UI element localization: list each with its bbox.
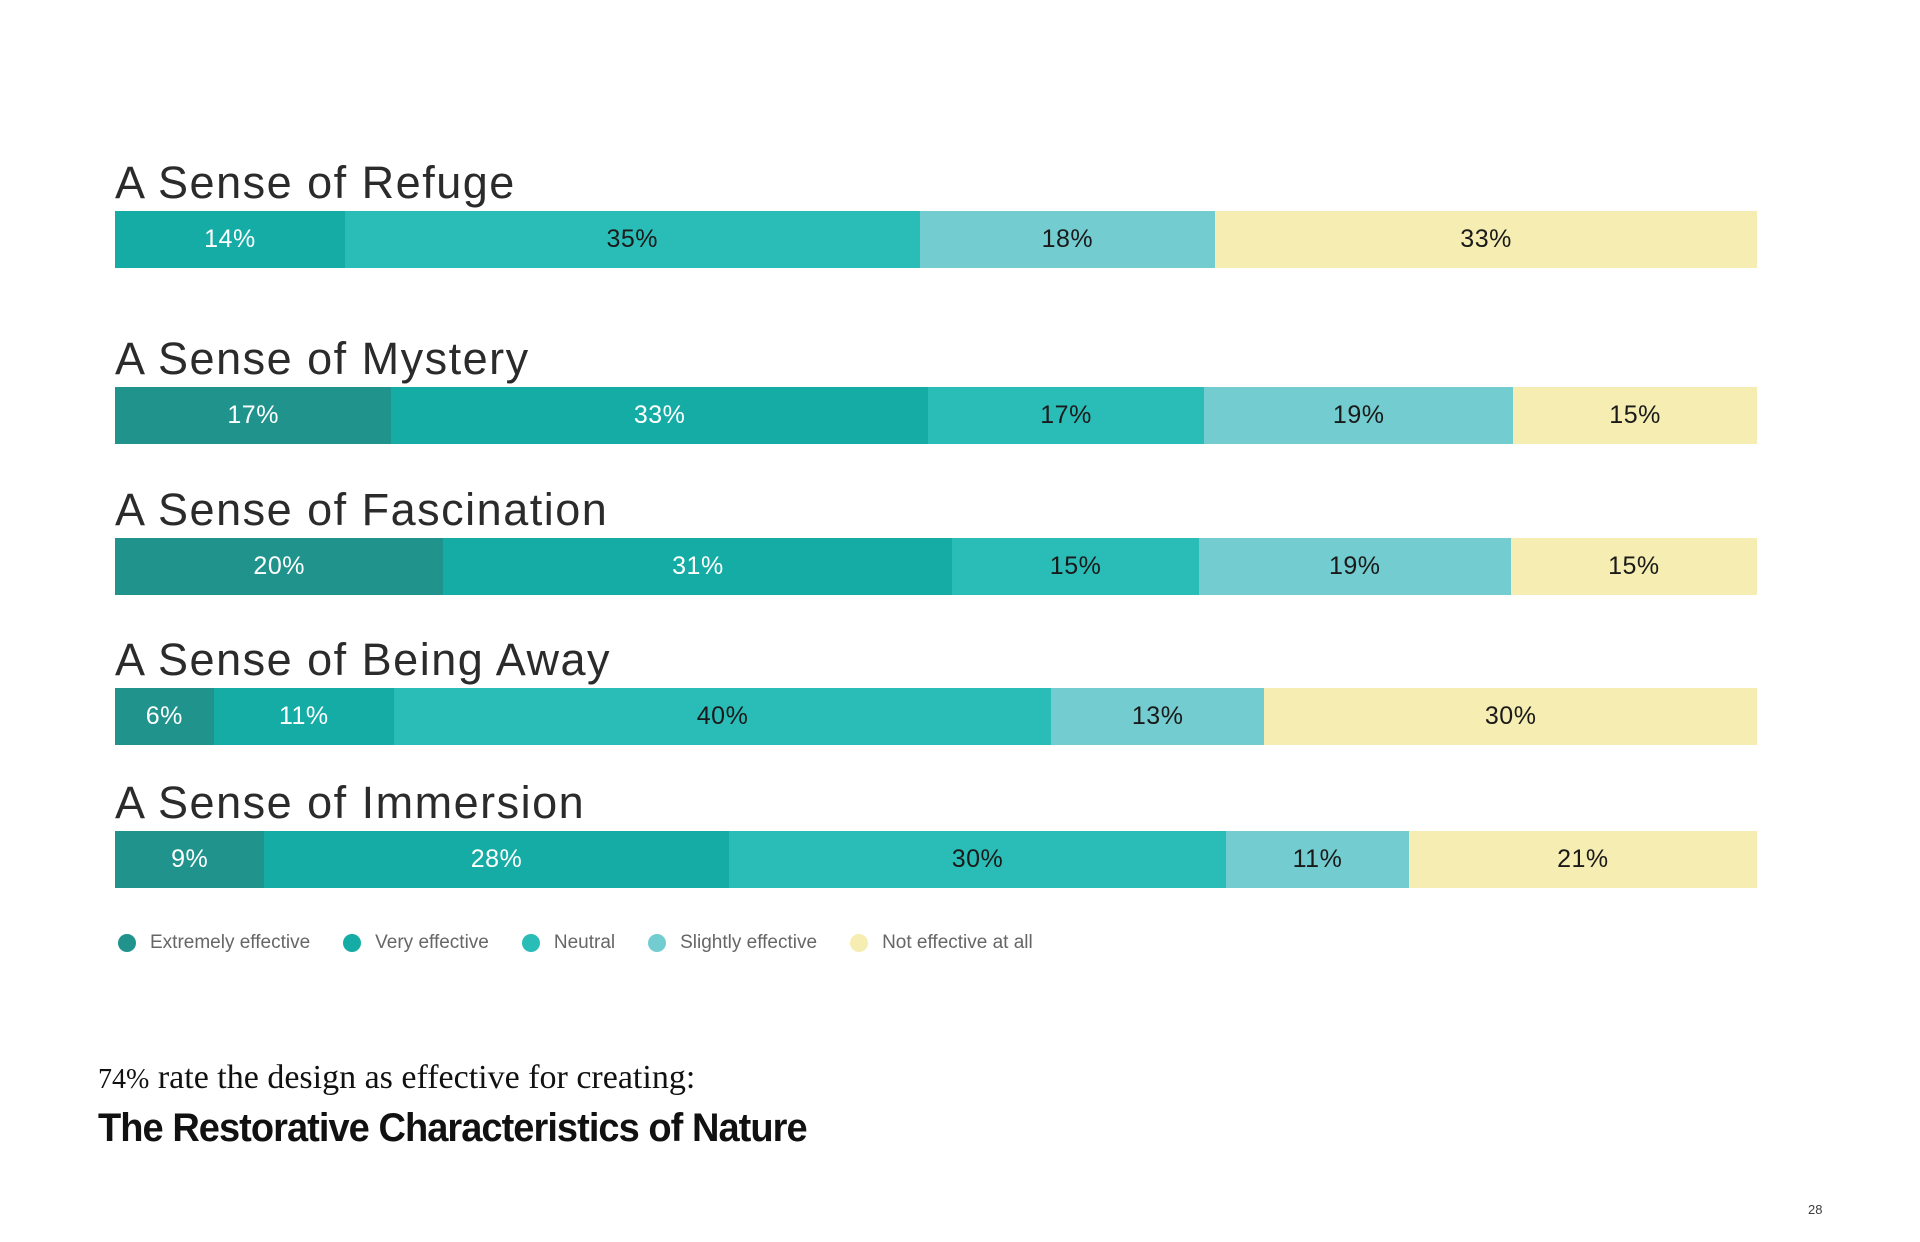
legend-dot-icon xyxy=(850,934,869,952)
segment-value-label: 30% xyxy=(1484,702,1537,730)
bar-segment-extremely-effective: 9% xyxy=(115,831,265,888)
legend-item-neutral: Neutral xyxy=(521,932,616,954)
bar-segment-not-effective-at-all: 30% xyxy=(1264,688,1757,745)
bar-segment-neutral: 17% xyxy=(927,387,1205,444)
bar-segment-very-effective: 14% xyxy=(115,211,345,268)
segment-value-label: 33% xyxy=(633,401,686,429)
chart-row: A Sense of Mystery 17% 33% 17% 19% 15% xyxy=(115,334,1757,444)
legend-item-very-effective: Very effective xyxy=(343,932,489,954)
bar-segment-neutral: 15% xyxy=(952,538,1199,595)
segment-value-label: 31% xyxy=(672,552,724,580)
bar-segment-slightly-effective: 19% xyxy=(1204,387,1514,444)
stat-value: 74% xyxy=(98,1064,150,1095)
legend-label: Very effective xyxy=(375,932,489,953)
legend-item-not-effective-at-all: Not effective at all xyxy=(850,932,1033,954)
row-title: A Sense of Mystery xyxy=(115,333,530,384)
segment-value-label: 20% xyxy=(253,552,305,580)
legend-item-slightly-effective: Slightly effective xyxy=(648,932,817,954)
bar-segment-neutral: 30% xyxy=(728,831,1227,888)
bar-segment-slightly-effective: 18% xyxy=(919,211,1216,268)
segment-value-label: 21% xyxy=(1557,845,1609,873)
segment-value-label: 17% xyxy=(1040,401,1092,429)
segment-value-label: 18% xyxy=(1041,225,1094,253)
row-title: A Sense of Immersion xyxy=(115,777,586,828)
segment-value-label: 15% xyxy=(1049,552,1102,580)
segment-value-label: 15% xyxy=(1608,552,1660,580)
legend-item-extremely-effective: Extremely effective xyxy=(118,932,310,954)
legend-label: Extremely effective xyxy=(150,932,311,953)
bar-segment-neutral: 35% xyxy=(344,211,920,268)
bar-segment-very-effective: 31% xyxy=(443,538,953,595)
footer-stat-line: 74% rate the design as effective for cre… xyxy=(98,1058,695,1100)
stacked-bar: 17% 33% 17% 19% 15% xyxy=(115,387,1757,444)
bar-segment-not-effective-at-all: 15% xyxy=(1513,387,1757,444)
headline: The Restorative Characteristics of Natur… xyxy=(98,1106,808,1150)
chart-row: A Sense of Immersion 9% 28% 30% 11% 21% xyxy=(115,778,1757,888)
bar-segment-extremely-effective: 6% xyxy=(115,688,214,745)
segment-value-label: 13% xyxy=(1131,702,1184,730)
segment-value-label: 40% xyxy=(696,702,749,730)
segment-value-label: 11% xyxy=(1292,845,1343,873)
segment-value-label: 17% xyxy=(227,401,279,429)
chart-row: A Sense of Fascination 20% 31% 15% 19% 15% xyxy=(115,485,1757,595)
segment-value-label: 28% xyxy=(470,845,523,873)
bar-segment-very-effective: 28% xyxy=(264,831,729,888)
bar-segment-slightly-effective: 19% xyxy=(1198,538,1511,595)
legend-dot-icon xyxy=(343,934,362,952)
bar-segment-slightly-effective: 13% xyxy=(1050,688,1265,745)
row-title: A Sense of Fascination xyxy=(115,484,609,535)
segment-value-label: 33% xyxy=(1460,225,1512,253)
chart-row: A Sense of Refuge 14% 35% 18% 33% xyxy=(115,158,1757,268)
legend-dot-icon xyxy=(648,934,667,952)
bar-segment-not-effective-at-all: 33% xyxy=(1215,211,1757,268)
segment-value-label: 19% xyxy=(1328,552,1381,580)
legend-label: Not effective at all xyxy=(882,932,1033,953)
row-title: A Sense of Being Away xyxy=(115,634,612,685)
bar-segment-slightly-effective: 11% xyxy=(1226,831,1409,888)
stacked-bar: 14% 35% 18% 33% xyxy=(115,211,1757,268)
bar-segment-extremely-effective: 20% xyxy=(115,538,444,595)
bar-segment-neutral: 40% xyxy=(394,688,1051,745)
bar-segment-not-effective-at-all: 21% xyxy=(1408,831,1757,888)
segment-value-label: 35% xyxy=(606,225,658,253)
segment-value-label: 15% xyxy=(1609,401,1661,429)
segment-value-label: 9% xyxy=(171,845,209,873)
legend-label: Neutral xyxy=(553,932,616,953)
legend: Extremely effective Very effective Neutral… xyxy=(118,932,1033,954)
segment-value-label: 19% xyxy=(1332,401,1385,429)
segment-value-label: 11% xyxy=(278,702,329,730)
legend-dot-icon xyxy=(521,934,540,952)
stacked-bar: 9% 28% 30% 11% 21% xyxy=(115,831,1757,888)
stacked-bar: 6% 11% 40% 13% 30% xyxy=(115,688,1757,745)
bar-segment-extremely-effective: 17% xyxy=(115,387,392,444)
bar-segment-not-effective-at-all: 15% xyxy=(1510,538,1757,595)
legend-label: Slightly effective xyxy=(680,932,818,953)
segment-value-label: 14% xyxy=(204,225,256,253)
chart-row: A Sense of Being Away 6% 11% 40% 13% 30% xyxy=(115,635,1757,745)
segment-value-label: 6% xyxy=(145,702,183,730)
segment-value-label: 30% xyxy=(951,845,1004,873)
bar-segment-very-effective: 33% xyxy=(391,387,928,444)
stacked-bar: 20% 31% 15% 19% 15% xyxy=(115,538,1757,595)
stat-text: rate the design as effective for creatin… xyxy=(149,1059,696,1096)
bar-segment-very-effective: 11% xyxy=(213,688,395,745)
page-number: 28 xyxy=(1808,1202,1823,1217)
row-title: A Sense of Refuge xyxy=(115,157,516,208)
legend-dot-icon xyxy=(118,934,136,952)
